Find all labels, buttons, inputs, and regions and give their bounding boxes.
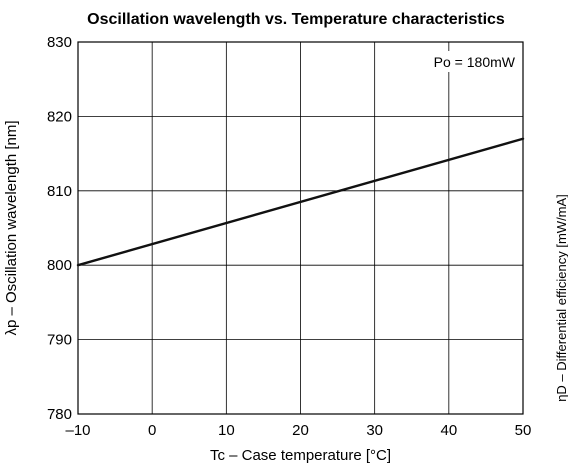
x-tick-label: –10 xyxy=(65,422,90,439)
secondary-y-axis-label: ηD – Differential efficiency [mW/mA] xyxy=(554,194,568,402)
y-tick-label: 810 xyxy=(47,183,72,200)
x-tick-label: 30 xyxy=(366,422,383,439)
series-line-0 xyxy=(76,137,525,267)
y-tick-labels: 780 790 800 810 820 830 xyxy=(47,34,72,423)
series-group xyxy=(76,137,525,267)
x-tick-label: 40 xyxy=(440,422,457,439)
grid-lines xyxy=(77,41,524,415)
x-tick-label: 10 xyxy=(218,422,235,439)
y-tick-label: 780 xyxy=(47,406,72,423)
y-tick-label: 820 xyxy=(47,108,72,125)
annotation-box: Po = 180mW xyxy=(395,51,519,72)
x-tick-label: 0 xyxy=(148,422,156,439)
y-axis-label: λp – Oscillation wavelength [nm] xyxy=(3,120,20,335)
y-tick-label: 790 xyxy=(47,332,72,349)
x-tick-label: 20 xyxy=(292,422,309,439)
x-axis-label: Tc – Case temperature [°C] xyxy=(210,447,391,464)
power-annotation: Po = 180mW xyxy=(434,54,516,70)
x-tick-labels: –10 0 10 20 30 40 50 xyxy=(65,422,531,439)
chart-title: Oscillation wavelength vs. Temperature c… xyxy=(87,11,505,28)
y-tick-label: 800 xyxy=(47,257,72,274)
plot-frame xyxy=(77,41,524,415)
y-tick-label: 830 xyxy=(47,34,72,51)
x-tick-label: 50 xyxy=(515,422,532,439)
